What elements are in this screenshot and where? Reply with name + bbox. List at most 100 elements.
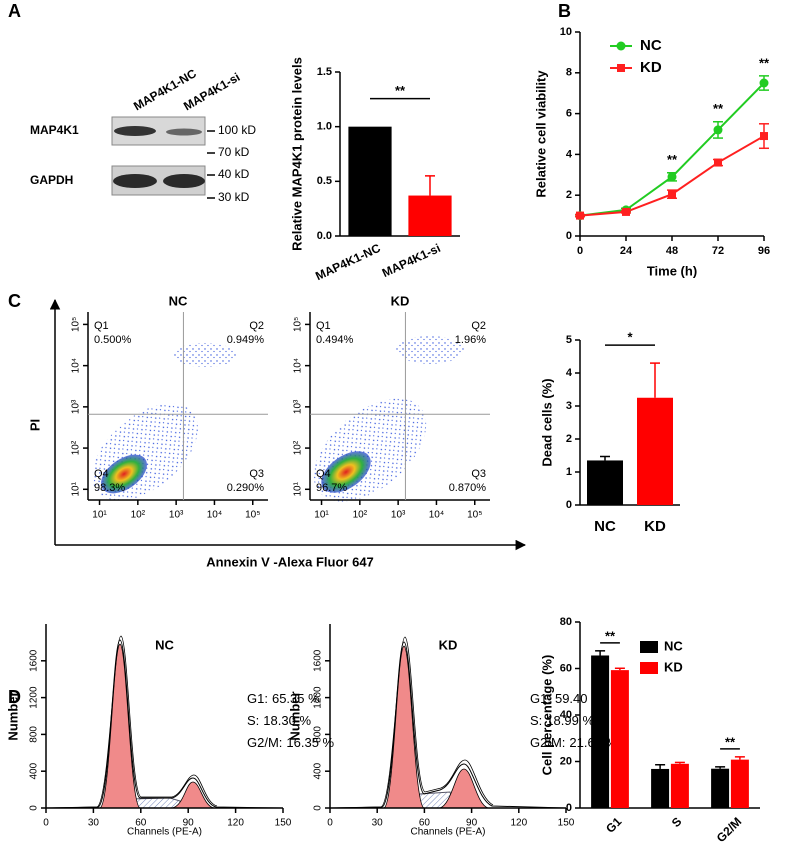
y-axis-label: Relative cell viability <box>533 70 548 198</box>
phase-name: S: <box>530 713 542 728</box>
x-tick-label: G2/M <box>714 814 745 845</box>
phase-value: 16.35 % <box>286 735 334 750</box>
phase-stat: G1: 59.40 % <box>530 691 603 706</box>
quadrant-name: Q4 <box>316 468 331 480</box>
y-tick-label: 10¹ <box>293 481 304 496</box>
y-tick-label: 10⁵ <box>293 317 304 332</box>
plot-title: KD <box>439 637 458 652</box>
y-tick-label: 6 <box>566 108 572 120</box>
y-tick-label: 0 <box>566 499 572 511</box>
y-tick-label: 20 <box>560 755 572 767</box>
quadrant-value: 0.949% <box>227 334 265 346</box>
marker-label: 30 kD <box>218 190 250 204</box>
phase-stat: G2/M: 16.35 % <box>247 735 335 750</box>
y-tick-label: 2 <box>566 189 572 201</box>
marker-ticks <box>207 130 215 199</box>
panel-label: A <box>8 1 21 21</box>
blot-band <box>114 126 156 136</box>
x-tick-label: 90 <box>183 818 195 829</box>
quadrant-value: 0.500% <box>94 334 132 346</box>
y-tick-label: 0.0 <box>317 230 332 242</box>
axis-label: Annexin V -Alexa Fluor 647 <box>206 554 374 569</box>
legend-label: KD <box>664 659 683 674</box>
legend-swatch <box>640 662 658 674</box>
phase-name: G2/M: <box>530 735 565 750</box>
significance-label: ** <box>395 83 406 98</box>
phase-name: G2/M: <box>247 735 282 750</box>
phase-stat: S: 18.30 % <box>247 713 311 728</box>
x-tick-label: 60 <box>419 818 431 829</box>
y-axis-label: Relative MAP4K1 protein levels <box>289 57 304 251</box>
y-tick-label: 1600 <box>313 649 324 672</box>
y-tick-label: 0.5 <box>317 175 332 187</box>
marker-label: 40 kD <box>218 167 250 181</box>
legend-label: NC <box>664 638 683 653</box>
phase-name: G1: <box>530 691 551 706</box>
cell-cycle-curve <box>45 635 567 809</box>
quadrant-value: 0.870% <box>449 482 487 494</box>
quadrant-value: 96.7% <box>316 482 347 494</box>
x-tick-label: 150 <box>558 818 575 829</box>
significance-label: ** <box>713 101 724 116</box>
y-tick-label: 4 <box>566 148 573 160</box>
x-tick-label: NC <box>594 518 616 535</box>
plot-title: NC <box>169 293 188 308</box>
bar <box>730 759 749 808</box>
x-tick-label: 0 <box>327 818 333 829</box>
y-tick-label: 10² <box>293 440 304 455</box>
significance-label: ** <box>759 55 770 70</box>
blot-band <box>113 174 157 188</box>
bar <box>637 397 673 505</box>
marker-label: 70 kD <box>218 145 250 159</box>
x-tick-label: 48 <box>666 245 678 257</box>
quadrant-name: Q4 <box>94 468 109 480</box>
legend-label: KD <box>640 59 662 76</box>
marker <box>622 207 630 216</box>
y-tick-label: 1 <box>566 466 572 478</box>
significance-label: * <box>627 330 633 345</box>
x-tick-label: 120 <box>510 818 527 829</box>
panel-label: B <box>558 1 571 21</box>
y-tick-label: 10² <box>71 440 82 455</box>
y-tick-label: 1.5 <box>317 66 332 78</box>
phase-name: S: <box>247 713 259 728</box>
x-tick-label: 72 <box>712 245 724 257</box>
y-tick-label: 10 <box>560 26 572 38</box>
quadrant-value: 98.3% <box>94 482 125 494</box>
x-tick-label: 10¹ <box>314 510 329 521</box>
quadrant-name: Q1 <box>94 320 109 332</box>
blot-row-label: GAPDH <box>30 173 73 187</box>
x-tick-label: 10² <box>353 510 368 521</box>
marker <box>667 172 677 182</box>
legend-swatch <box>640 641 658 653</box>
legend-label: NC <box>640 37 662 54</box>
bar <box>651 768 670 808</box>
panel-label: D <box>8 687 21 707</box>
y-tick-label: 400 <box>29 762 40 779</box>
x-tick-label: 90 <box>466 818 478 829</box>
x-tick-label: 30 <box>372 818 384 829</box>
x-tick-label: S <box>669 814 685 830</box>
x-tick-label: 10⁵ <box>467 510 482 521</box>
x-tick-label: MAP4K1-si <box>380 241 443 280</box>
y-tick-label: 10³ <box>71 399 82 414</box>
blot-row-label: MAP4K1 <box>30 123 79 137</box>
x-tick-label: 10¹ <box>92 510 107 521</box>
x-axis-label: Channels (PE-A) <box>127 827 202 838</box>
x-tick-label: 0 <box>43 818 49 829</box>
y-tick-label: 4 <box>566 367 573 379</box>
y-tick-label: 10⁴ <box>71 358 82 373</box>
y-tick-label: 80 <box>560 616 572 628</box>
legend-marker <box>617 64 625 72</box>
y-tick-label: 10³ <box>293 399 304 414</box>
y-tick-label: 0 <box>566 802 572 814</box>
y-tick-label: 1600 <box>29 649 40 672</box>
x-tick-label: MAP4K1-NC <box>313 241 383 283</box>
plot-title: NC <box>155 637 174 652</box>
plot-title: KD <box>391 293 410 308</box>
y-tick-label: 1200 <box>29 686 40 709</box>
marker-label: 100 kD <box>218 123 256 137</box>
y-tick-label: 10⁴ <box>293 358 304 373</box>
marker <box>576 211 584 220</box>
bar <box>348 126 392 236</box>
